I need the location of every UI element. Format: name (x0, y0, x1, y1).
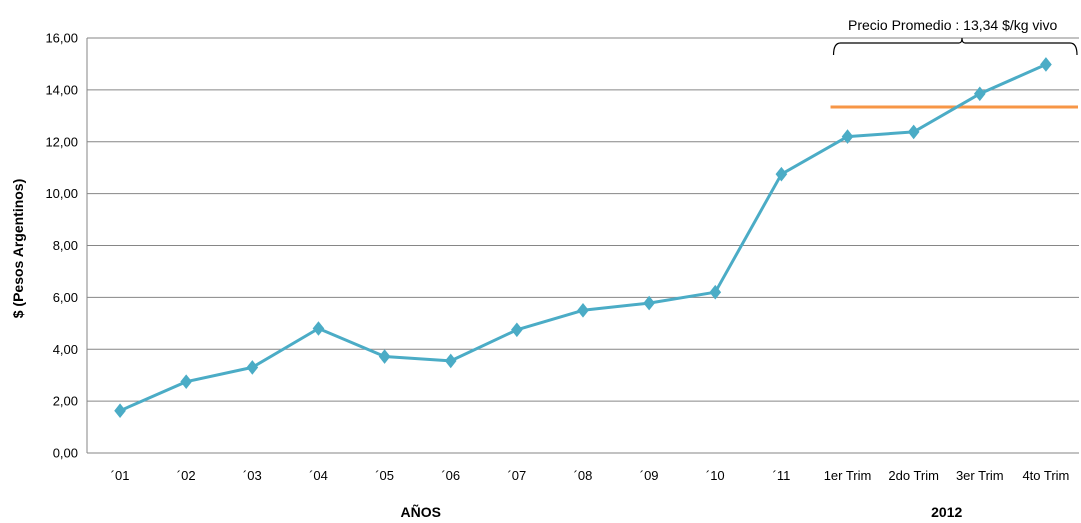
data-point-marker (643, 295, 655, 311)
data-point-marker (114, 403, 126, 419)
y-tick-label: 10,00 (45, 186, 78, 201)
x-tick-label: 4to Trim (1022, 468, 1069, 483)
x-tick-label: ´06 (441, 468, 460, 483)
x-tick-label: ´07 (507, 468, 526, 483)
series-markers (114, 57, 1052, 419)
x-tick-label: 1er Trim (824, 468, 872, 483)
data-point-marker (444, 353, 457, 369)
data-point-marker (246, 360, 259, 375)
x-tick-label: ´08 (574, 468, 593, 483)
data-point-marker (1040, 57, 1052, 72)
x-tick-label: ´02 (177, 468, 196, 483)
data-point-marker (180, 374, 193, 389)
x-axis-title: AÑOS (401, 503, 441, 520)
y-tick-label: 14,00 (45, 82, 78, 97)
series-line (119, 63, 1047, 413)
data-point-marker (511, 322, 523, 338)
y-tick-label: 12,00 (45, 134, 78, 149)
data-point-marker (775, 166, 788, 182)
x-tick-label: ´04 (309, 468, 328, 483)
data-point-marker (577, 303, 589, 318)
x-tick-label: 2do Trim (888, 468, 939, 483)
y-tick-label: 4,00 (53, 342, 78, 357)
data-point-marker (709, 284, 722, 300)
x-axis-secondary-title: 2012 (931, 504, 962, 520)
gridlines (87, 37, 1079, 402)
x-tick-label: ´11 (772, 468, 790, 483)
data-point-marker (378, 349, 391, 364)
y-tick-label: 6,00 (53, 290, 78, 305)
x-tick-label: ´10 (706, 468, 725, 483)
x-tick-label: ´05 (375, 468, 394, 483)
data-point-marker (907, 124, 920, 140)
y-tick-label: 8,00 (53, 238, 78, 253)
data-point-marker (312, 321, 325, 336)
y-axis-title: $ (Pesos Argentinos) (10, 179, 26, 319)
x-tick-label: ´01 (111, 468, 130, 483)
y-tick-labels: 0,00 2,00 4,00 6,00 8,00 10,00 12,00 14,00 16,00 (45, 31, 78, 461)
y-tick-label: 2,00 (53, 394, 78, 409)
x-tick-label: 3er Trim (956, 468, 1004, 483)
data-point-marker (973, 86, 986, 102)
x-tick-label: ´09 (640, 468, 659, 483)
x-tick-label: ´03 (243, 468, 262, 483)
x-tick-labels: ´01 ´02 ´03 ´04 ´05 ´06 ´07 ´08 ´09 ´10 ´11 1er Tri… (111, 468, 1070, 483)
average-bracket (832, 37, 1078, 56)
y-tick-label: 16,00 (45, 31, 78, 46)
data-point-marker (841, 129, 854, 144)
average-price-annotation: Precio Promedio : 13,34 $/kg vivo (830, 17, 1078, 109)
y-tick-label: 0,00 (53, 446, 78, 461)
average-price-label: Precio Promedio : 13,34 $/kg vivo (848, 17, 1058, 33)
